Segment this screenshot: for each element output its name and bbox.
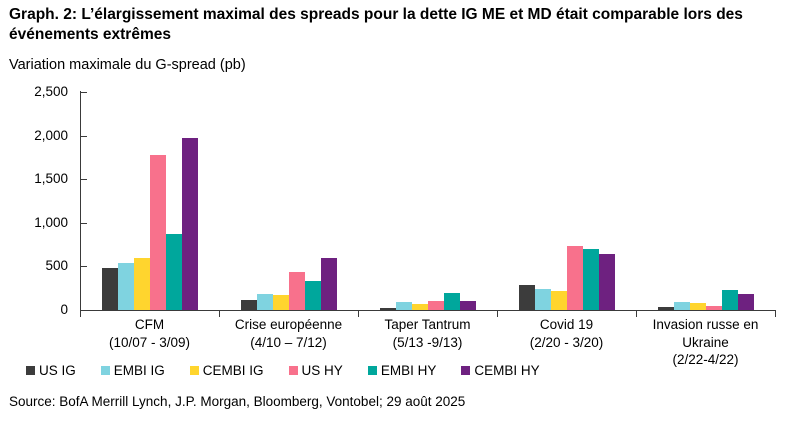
y-axis-line (80, 91, 81, 311)
category-label-line: Crise européenne (234, 317, 343, 332)
legend-swatch-icon (100, 366, 110, 375)
y-axis-tick-label: 2,500 (34, 84, 68, 99)
legend-label: US HY (301, 363, 343, 378)
category-label: Invasion russe en Ukraine (2/22-4/22) (630, 316, 781, 369)
bar-us-ig (240, 299, 257, 310)
x-axis-tick (636, 311, 637, 317)
category-label: CFM (10/07 - 3/09) (74, 316, 225, 351)
legend: US IG EMBI IG CEMBI IG US HY EMBI HY CEMBI HY (26, 363, 540, 378)
category-label-line: (10/07 - 3/09) (108, 334, 191, 350)
bar-group (219, 92, 358, 310)
category-label-line: Covid 19 (539, 317, 594, 332)
category-label-line: Ukraine (682, 334, 729, 350)
chart-subtitle: Variation maximale du G-spread (pb) (9, 57, 246, 73)
legend-swatch-icon (26, 366, 35, 375)
bar-cembi-ig (550, 290, 567, 310)
bar-cembi-ig (272, 294, 289, 310)
legend-label: EMBI IG (113, 363, 165, 378)
bar-group (358, 92, 497, 310)
bar-embi-ig (673, 302, 690, 310)
x-axis-tick (80, 311, 81, 317)
y-axis-tick (81, 135, 87, 137)
bar-cembi-ig (689, 302, 706, 310)
bar-cembi-ig (411, 304, 428, 310)
bar-group (497, 92, 636, 310)
bar-us-ig (101, 268, 118, 310)
bar-embi-hy (304, 280, 321, 310)
bar-embi-hy (721, 289, 738, 310)
bar-cembi-ig (133, 258, 150, 310)
bar-cembi-hy (181, 138, 198, 310)
y-axis-tick (81, 222, 87, 224)
bar-us-hy (566, 246, 583, 310)
y-axis-tick-label: 2,000 (34, 127, 68, 143)
legend-item-cembi-hy: CEMBI HY (461, 363, 540, 378)
bar-embi-hy (443, 292, 460, 310)
legend-swatch-icon (189, 366, 199, 375)
bar-embi-hy (165, 234, 182, 310)
category-label-line: Invasion russe en (652, 317, 759, 332)
y-axis-tick (81, 310, 87, 311)
category-label-line: (4/10 – 7/12) (250, 334, 327, 350)
y-axis-tick-label: 1,000 (34, 214, 68, 230)
bar-us-hy (427, 301, 444, 310)
y-axis-tick-label: 500 (45, 258, 68, 274)
category-label-line: Taper Tantrum (384, 317, 471, 332)
x-axis-line (80, 310, 776, 311)
x-axis-tick (497, 311, 498, 317)
y-axis-tick (81, 266, 87, 268)
bar-us-ig (518, 284, 535, 310)
x-axis-tick (219, 311, 220, 317)
y-axis-tick (81, 92, 87, 93)
bar-cembi-hy (320, 257, 337, 310)
bar-embi-ig (256, 294, 273, 310)
legend-swatch-icon (288, 366, 298, 375)
category-label-line: CFM (134, 317, 165, 332)
bar-us-hy (705, 305, 722, 310)
bar-us-hy (149, 155, 166, 310)
bar-us-ig (379, 307, 396, 310)
legend-item-us-ig: US IG (26, 363, 76, 378)
bar-embi-ig (117, 262, 134, 310)
source-note: Source: BofA Merrill Lynch, J.P. Morgan,… (9, 394, 466, 409)
x-axis-tick (775, 311, 776, 317)
legend-swatch-icon (461, 366, 471, 375)
legend-item-cembi-ig: CEMBI IG (189, 363, 264, 378)
y-axis-tick-label: 1,500 (34, 171, 68, 187)
category-label: Taper Tantrum (5/13 -9/13) (352, 316, 503, 351)
y-axis-tick (81, 179, 87, 181)
legend-item-embi-hy: EMBI HY (367, 363, 437, 378)
category-label-line: (2/22-4/22) (672, 352, 739, 368)
legend-label: US IG (39, 363, 76, 378)
legend-item-us-hy: US HY (288, 363, 343, 378)
bar-us-ig (657, 306, 674, 310)
legend-label: EMBI HY (380, 363, 437, 378)
bar-us-hy (288, 271, 305, 310)
chart-title: Graph. 2: L’élargissement maximal des sp… (9, 6, 743, 44)
legend-label: CEMBI IG (202, 363, 264, 378)
category-label-line: (2/20 - 3/20) (529, 334, 604, 350)
legend-item-embi-ig: EMBI IG (100, 363, 165, 378)
bar-cembi-hy (598, 254, 615, 310)
y-axis-tick-label: 0 (60, 302, 68, 317)
category-label: Crise européenne (4/10 – 7/12) (213, 316, 364, 351)
legend-label: CEMBI HY (474, 363, 540, 378)
bar-group (636, 92, 775, 310)
bar-embi-ig (395, 302, 412, 310)
category-label: Covid 19 (2/20 - 3/20) (491, 316, 642, 351)
x-axis-tick (358, 311, 359, 317)
bar-embi-ig (534, 289, 551, 310)
category-label-line: (5/13 -9/13) (392, 334, 463, 350)
bar-group (80, 92, 219, 310)
bar-cembi-hy (737, 293, 754, 310)
bar-cembi-hy (459, 300, 476, 310)
legend-swatch-icon (367, 366, 377, 375)
bar-embi-hy (582, 248, 599, 310)
